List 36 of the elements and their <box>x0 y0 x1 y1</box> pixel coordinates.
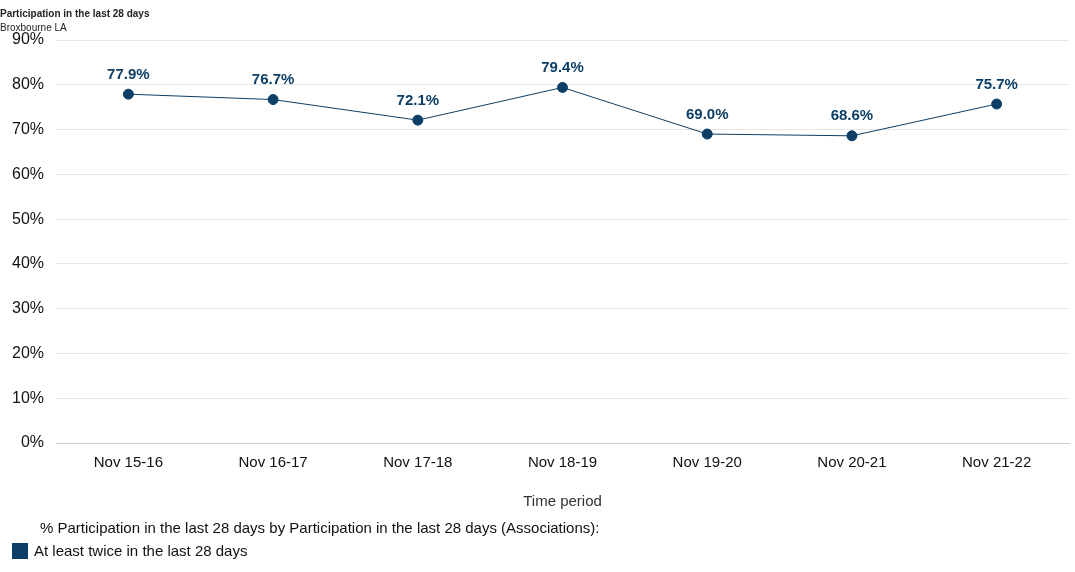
y-tick-label: 70% <box>11 119 45 137</box>
x-tick-label: Nov 18-19 <box>527 453 598 471</box>
x-tick-label: Nov 16-17 <box>238 453 308 471</box>
point <box>701 128 713 140</box>
x-tick-label: Nov 20-21 <box>817 453 887 471</box>
y-tick-label: 50% <box>11 209 45 227</box>
y-tick-label: 60% <box>11 164 45 182</box>
point <box>412 114 424 126</box>
point <box>267 94 279 106</box>
chart-title: Participation in the last 28 days <box>0 7 150 19</box>
y-tick-label: 10% <box>11 388 45 406</box>
y-tick-label: 30% <box>11 299 45 317</box>
data-label: 69.0% <box>685 104 729 122</box>
y-tick-label: 90% <box>11 30 45 48</box>
x-tick-label: Nov 15-16 <box>93 453 163 471</box>
data-label: 72.1% <box>396 90 440 108</box>
point <box>846 130 858 142</box>
y-tick-label: 20% <box>11 343 45 361</box>
y-tick-label: 80% <box>11 75 45 93</box>
y-tick-label: 40% <box>11 254 45 272</box>
data-label: 68.6% <box>830 106 874 124</box>
x-tick-label: Nov 21-22 <box>962 453 1032 471</box>
point <box>991 98 1003 110</box>
point <box>122 88 134 100</box>
x-axis-title: Time period <box>523 492 602 510</box>
chart-subtitle: Broxbourne LA <box>0 21 68 33</box>
y-tick-label: 0% <box>20 433 45 451</box>
x-tick-label: Nov 19-20 <box>672 453 742 471</box>
data-label: 77.9% <box>107 64 150 82</box>
point <box>557 81 569 93</box>
legend-title: % Participation in the last 28 days by Participation in the last 28 days (Associations): <box>40 519 601 536</box>
data-label: 76.7% <box>251 70 295 88</box>
x-tick-label: Nov 17-18 <box>383 453 453 471</box>
legend-label: At least twice in the last 28 days <box>34 542 248 559</box>
data-label: 75.7% <box>975 74 1018 92</box>
data-label: 79.4% <box>541 58 584 76</box>
